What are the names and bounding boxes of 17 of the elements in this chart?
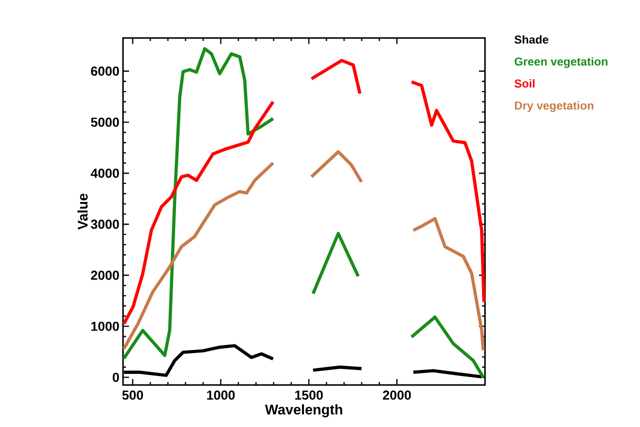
text: Soil <box>514 79 534 88</box>
x-tick-label: 500 <box>122 390 143 400</box>
y-tick-label: 1000 <box>91 322 119 331</box>
text: Dry vegetation <box>514 101 594 112</box>
y-tick-label: 5000 <box>90 118 119 127</box>
y-tick-label: 4000 <box>90 168 119 178</box>
y-tick-label: 2000 <box>91 270 119 280</box>
y-axis-title: Value <box>77 194 88 230</box>
x-tick-label: 1500 <box>295 390 323 400</box>
y-tick-label: 3000 <box>90 220 119 229</box>
x-tick-label: 1000 <box>207 390 235 400</box>
text: Shade <box>514 35 548 44</box>
y-tick-label: 0 <box>112 372 119 382</box>
text: Green vegetation <box>514 57 608 68</box>
x-axis-title: Wavelength <box>264 404 342 418</box>
y-tick-label: 6000 <box>91 66 119 76</box>
x-tick-label: 2000 <box>382 390 411 400</box>
